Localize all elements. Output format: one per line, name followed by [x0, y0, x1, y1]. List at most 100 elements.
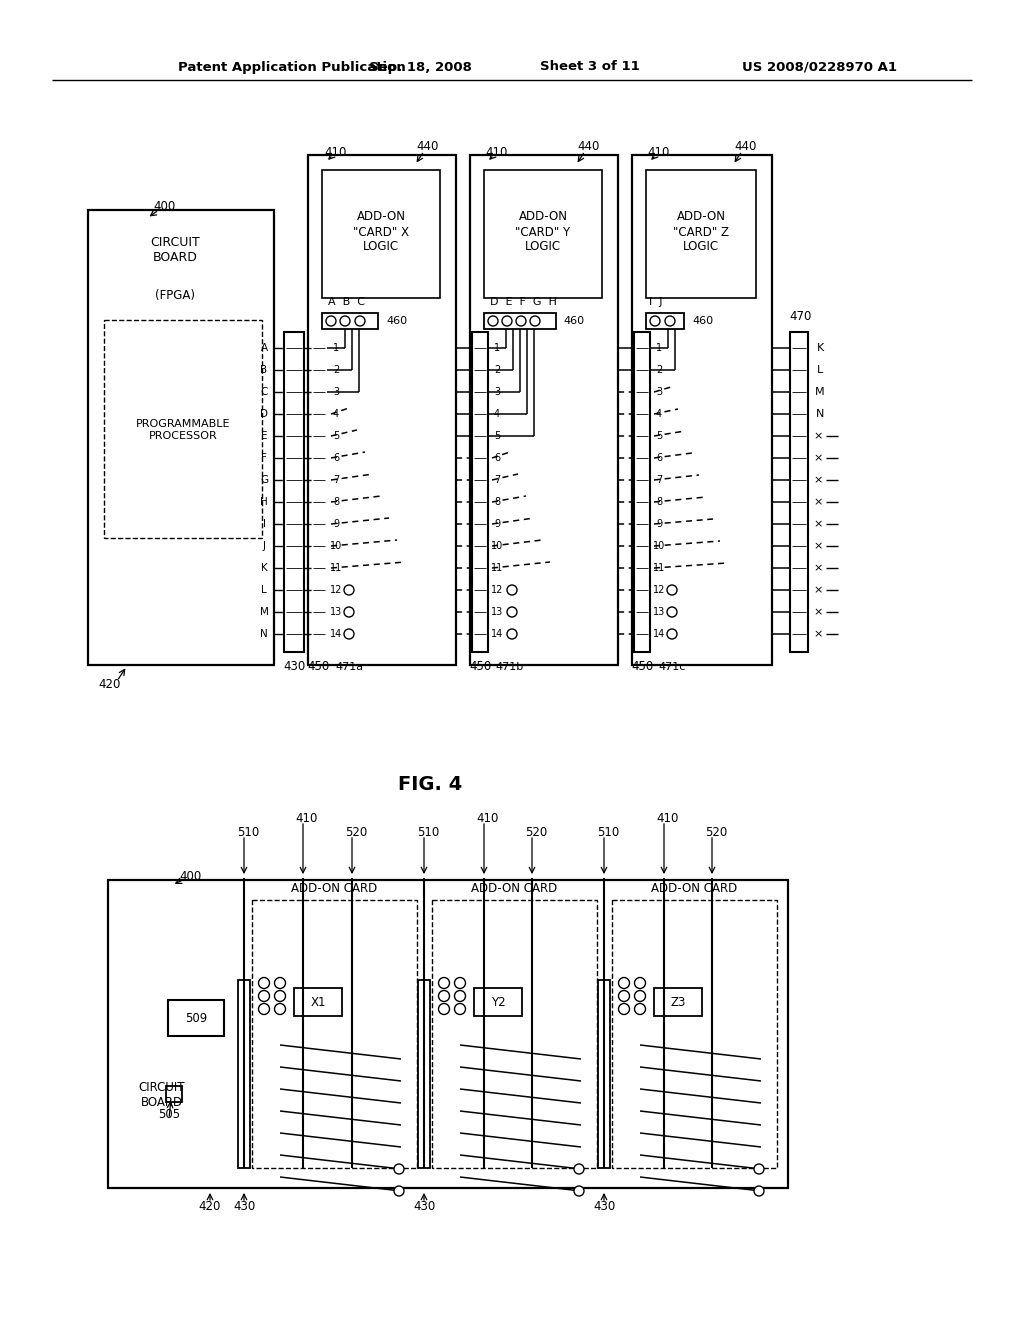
Text: 10: 10: [490, 541, 503, 550]
Text: H: H: [260, 498, 268, 507]
Text: I: I: [262, 519, 265, 529]
Text: 440: 440: [417, 140, 439, 153]
Text: N: N: [816, 409, 824, 418]
Bar: [294, 987, 342, 1016]
Bar: [166, 1086, 182, 1102]
Circle shape: [340, 315, 350, 326]
Bar: [104, 319, 262, 539]
Text: 430: 430: [413, 1200, 435, 1213]
Text: C: C: [260, 387, 267, 397]
Bar: [432, 900, 597, 1168]
Circle shape: [258, 978, 269, 989]
Text: 440: 440: [735, 140, 757, 153]
Text: I  J: I J: [649, 297, 663, 308]
Circle shape: [394, 1164, 404, 1173]
Text: 13: 13: [330, 607, 342, 616]
Text: ×: ×: [813, 585, 822, 595]
Text: D  E  F  G  H: D E F G H: [490, 297, 557, 308]
Text: 430: 430: [283, 660, 305, 673]
Text: 1: 1: [656, 343, 663, 352]
Circle shape: [455, 990, 466, 1002]
Text: ×: ×: [813, 453, 822, 463]
Bar: [108, 880, 788, 1188]
Text: M: M: [815, 387, 824, 397]
Bar: [472, 333, 488, 652]
Circle shape: [326, 315, 336, 326]
Text: 14: 14: [330, 630, 342, 639]
Text: 450: 450: [631, 660, 653, 673]
Text: 460: 460: [563, 315, 584, 326]
Circle shape: [618, 1003, 630, 1015]
Circle shape: [574, 1185, 584, 1196]
Circle shape: [394, 1185, 404, 1196]
Text: ×: ×: [813, 519, 822, 529]
Bar: [322, 170, 440, 298]
Text: 12: 12: [653, 585, 666, 595]
Text: ADD-ON CARD: ADD-ON CARD: [651, 882, 737, 895]
Bar: [484, 313, 556, 329]
Text: 13: 13: [653, 607, 666, 616]
Text: Z3: Z3: [671, 995, 686, 1008]
Bar: [88, 210, 274, 665]
Text: 12: 12: [330, 585, 342, 595]
Text: 8: 8: [333, 498, 339, 507]
Text: 400: 400: [153, 201, 175, 214]
Circle shape: [258, 990, 269, 1002]
Text: 6: 6: [494, 453, 500, 463]
Bar: [646, 313, 684, 329]
Bar: [322, 313, 378, 329]
Text: 4: 4: [656, 409, 663, 418]
Text: 4: 4: [494, 409, 500, 418]
Bar: [654, 987, 702, 1016]
Text: FIG. 4: FIG. 4: [398, 776, 462, 795]
Text: 5: 5: [494, 432, 500, 441]
Text: 420: 420: [199, 1200, 221, 1213]
Text: 3: 3: [333, 387, 339, 397]
Text: 510: 510: [237, 825, 259, 838]
Text: ADD-ON
"CARD" Y
LOGIC: ADD-ON "CARD" Y LOGIC: [515, 210, 570, 253]
Bar: [284, 333, 304, 652]
Text: Y2: Y2: [490, 995, 505, 1008]
Text: PROGRAMMABLE
PROCESSOR: PROGRAMMABLE PROCESSOR: [136, 420, 230, 441]
Bar: [598, 979, 610, 1168]
Text: L: L: [817, 366, 823, 375]
Text: 11: 11: [653, 564, 666, 573]
Circle shape: [667, 607, 677, 616]
Text: 2: 2: [333, 366, 339, 375]
Text: ×: ×: [813, 498, 822, 507]
Text: B: B: [260, 366, 267, 375]
Text: 14: 14: [490, 630, 503, 639]
Text: 2: 2: [494, 366, 500, 375]
Text: X1: X1: [310, 995, 326, 1008]
Bar: [612, 900, 777, 1168]
Text: ×: ×: [813, 607, 822, 616]
Circle shape: [438, 990, 450, 1002]
Text: US 2008/0228970 A1: US 2008/0228970 A1: [742, 61, 897, 74]
Text: 410: 410: [656, 812, 679, 825]
Bar: [308, 154, 456, 665]
Bar: [238, 979, 250, 1168]
Text: CIRCUIT
BOARD: CIRCUIT BOARD: [138, 1081, 185, 1109]
Circle shape: [455, 1003, 466, 1015]
Text: A  B  C: A B C: [328, 297, 365, 308]
Text: 430: 430: [593, 1200, 615, 1213]
Circle shape: [502, 315, 512, 326]
Text: 9: 9: [494, 519, 500, 529]
Text: ×: ×: [813, 432, 822, 441]
Text: 3: 3: [656, 387, 663, 397]
Bar: [474, 987, 522, 1016]
Text: K: K: [261, 564, 267, 573]
Text: Sheet 3 of 11: Sheet 3 of 11: [540, 61, 640, 74]
Text: 410: 410: [325, 145, 347, 158]
Circle shape: [274, 990, 286, 1002]
Text: 8: 8: [494, 498, 500, 507]
Circle shape: [665, 315, 675, 326]
Circle shape: [507, 607, 517, 616]
Text: 440: 440: [578, 140, 600, 153]
Text: 510: 510: [417, 825, 439, 838]
Text: ×: ×: [813, 475, 822, 484]
Text: 11: 11: [490, 564, 503, 573]
Text: ADD-ON
"CARD" Z
LOGIC: ADD-ON "CARD" Z LOGIC: [673, 210, 729, 253]
Text: 3: 3: [494, 387, 500, 397]
Text: (FPGA): (FPGA): [155, 289, 195, 302]
